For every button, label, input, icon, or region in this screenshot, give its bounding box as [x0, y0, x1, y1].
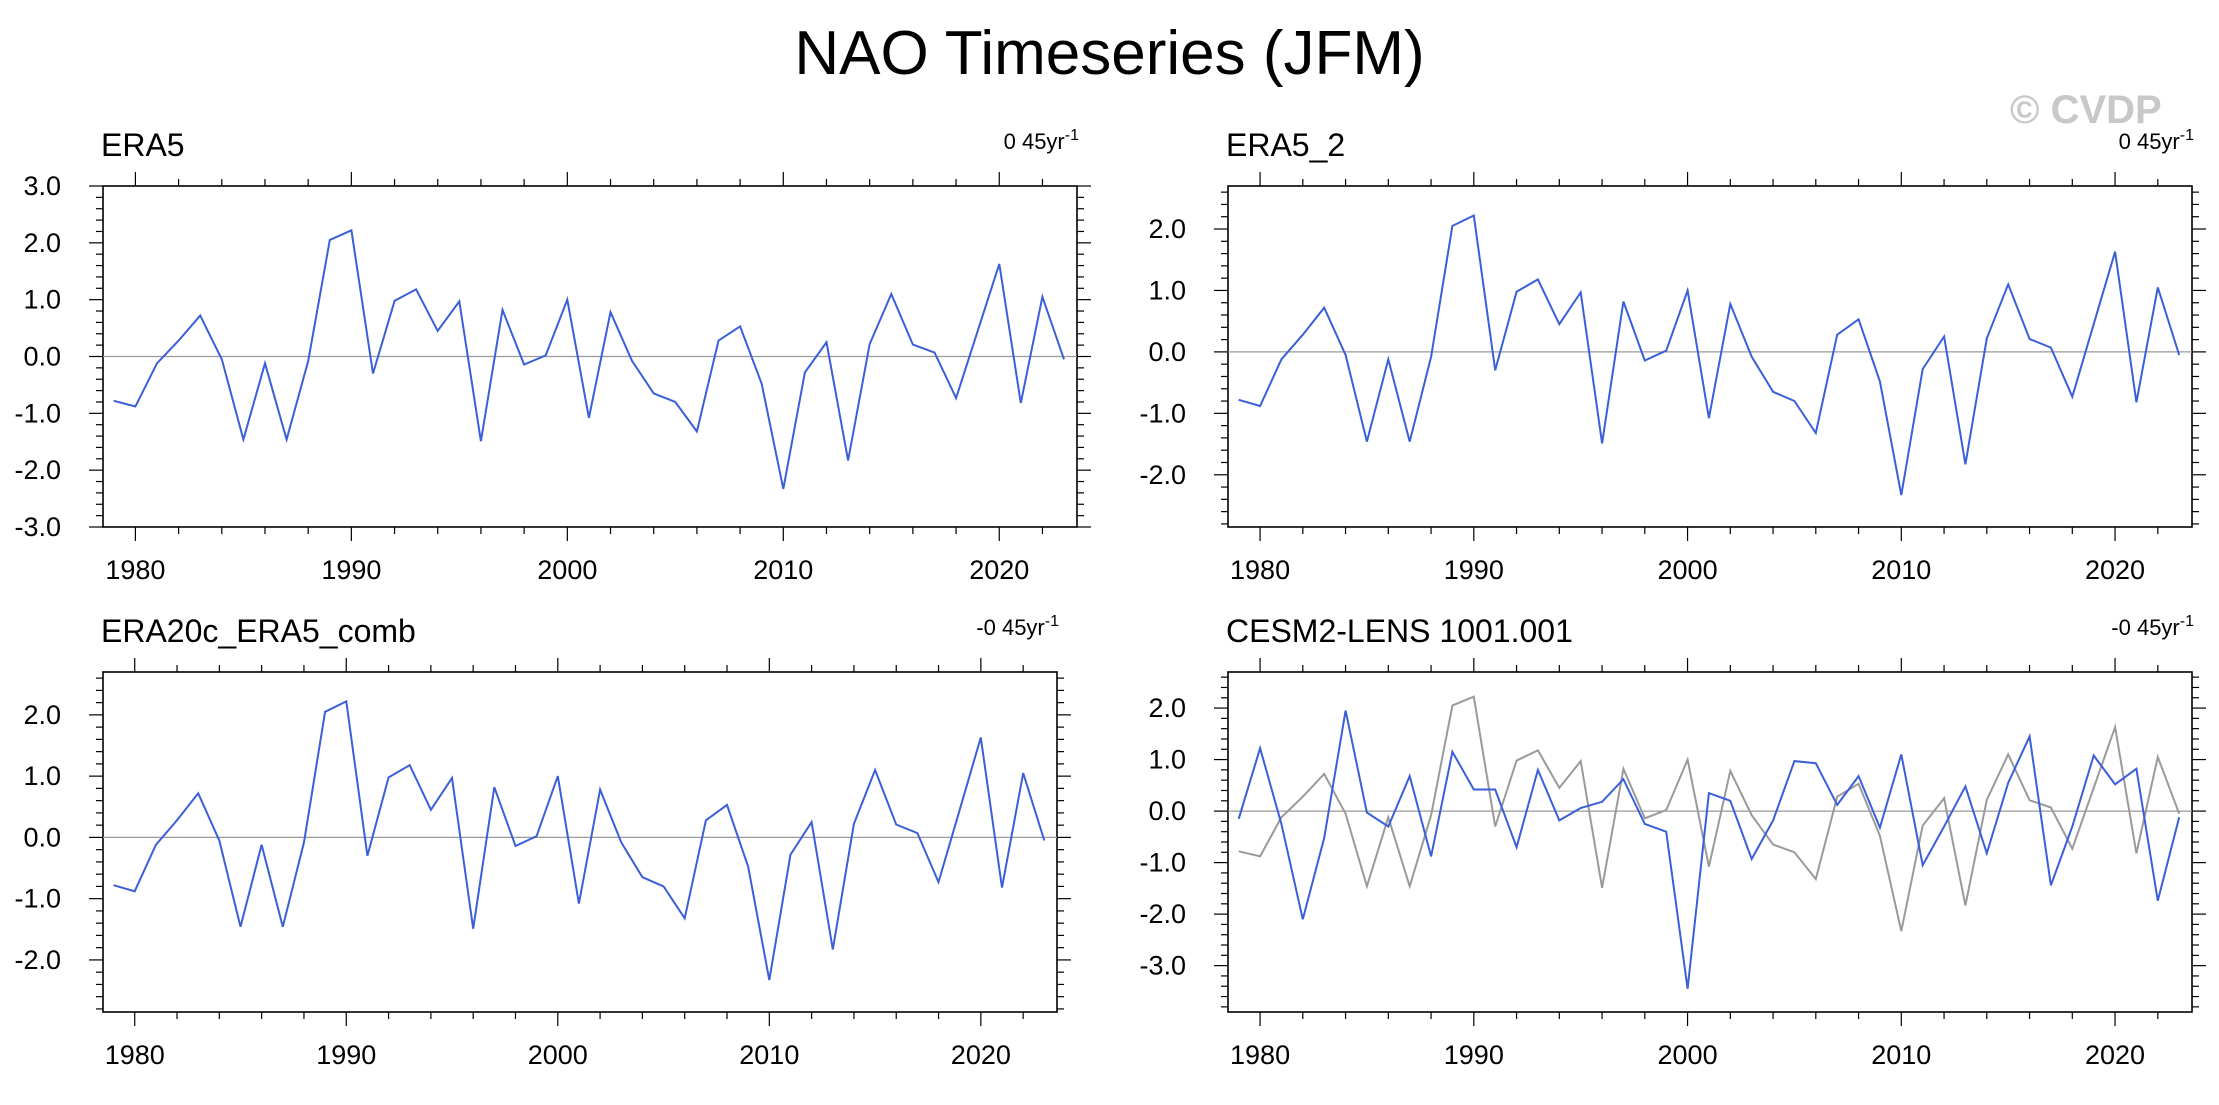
series-line — [113, 699, 1046, 981]
x-tick-label: 2020 — [2085, 1040, 2145, 1070]
x-tick-label: 1990 — [321, 555, 381, 585]
y-tick-label: -1.0 — [1139, 398, 1186, 428]
series-line — [1238, 695, 2181, 932]
x-tick-label: 2010 — [753, 555, 813, 585]
y-tick-label: -3.0 — [14, 512, 61, 542]
x-tick-label: 2020 — [951, 1040, 1011, 1070]
cvdp-watermark: © CVDP — [2010, 88, 2162, 132]
x-tick-label: 1980 — [1230, 555, 1290, 585]
panel-1: 1980 1990 2000 2010 2020 -3.0 -2.0 -1.0 0.0 1.0 2.… — [14, 127, 1091, 585]
y-tick-label: 1.0 — [23, 285, 61, 315]
y-tick-label: 2.0 — [23, 228, 61, 258]
y-tick-label: 0.0 — [23, 822, 61, 852]
y-tick-label: -1.0 — [14, 884, 61, 914]
y-tick-label: 3.0 — [23, 171, 61, 201]
x-tick-label: 2010 — [739, 1040, 799, 1070]
panel-title: ERA5 — [101, 127, 185, 163]
x-tick-label: 2000 — [1658, 1040, 1718, 1070]
x-tick-label: 1990 — [1444, 1040, 1504, 1070]
y-tick-label: 0.0 — [1148, 796, 1186, 826]
y-tick-label: 1.0 — [1148, 275, 1186, 305]
x-tick-label: 2010 — [1871, 555, 1931, 585]
trend-label: -0 45yr-1 — [976, 613, 1059, 640]
x-tick-label: 1980 — [105, 1040, 165, 1070]
y-tick-label: 0.0 — [1148, 337, 1186, 367]
y-tick-label: 2.0 — [1148, 214, 1186, 244]
panel-title: CESM2-LENS 1001.001 — [1226, 613, 1573, 649]
plot-frame — [1227, 671, 2193, 1013]
y-tick-label: 2.0 — [23, 700, 61, 730]
y-tick-label: 1.0 — [23, 761, 61, 791]
x-tick-label: 1980 — [105, 555, 165, 585]
figure-title: NAO Timeseries (JFM) — [794, 19, 1425, 88]
y-tick-label: -3.0 — [1139, 951, 1186, 981]
trend-label: -0 45yr-1 — [2111, 613, 2194, 640]
x-tick-label: 2000 — [537, 555, 597, 585]
panel-3: 1980 1990 2000 2010 2020 -2.0 -1.0 0.0 1.0 2.0 ERA… — [14, 613, 1071, 1070]
y-tick-label: 2.0 — [1148, 693, 1186, 723]
trend-label: 0 45yr-1 — [2119, 127, 2194, 154]
series-line — [1238, 213, 2181, 496]
series-line — [1237, 710, 2181, 989]
panel-4: 1980 1990 2000 2010 2020 -3.0 -2.0 -1.0 0.0 1.0 2.… — [1139, 613, 2206, 1070]
plot-frame — [102, 671, 1058, 1013]
y-tick-label: 0.0 — [23, 342, 61, 372]
panel-title: ERA5_2 — [1226, 127, 1345, 163]
y-tick-label: -2.0 — [14, 945, 61, 975]
y-tick-label: -1.0 — [1139, 848, 1186, 878]
y-tick-label: -2.0 — [1139, 899, 1186, 929]
x-tick-label: 1990 — [316, 1040, 376, 1070]
x-tick-label: 2000 — [1658, 555, 1718, 585]
series-line — [113, 228, 1065, 490]
x-tick-label: 2010 — [1871, 1040, 1931, 1070]
plot-frame — [1227, 185, 2193, 528]
y-tick-label: 1.0 — [1148, 745, 1186, 775]
x-tick-label: 2020 — [969, 555, 1029, 585]
x-tick-label: 2000 — [528, 1040, 588, 1070]
x-tick-label: 2020 — [2085, 555, 2145, 585]
y-tick-label: -1.0 — [14, 398, 61, 428]
panel-2: 1980 1990 2000 2010 2020 -2.0 -1.0 0.0 1.0 2.0 ERA… — [1139, 127, 2206, 585]
panel-title: ERA20c_ERA5_comb — [101, 613, 416, 649]
x-tick-label: 1980 — [1230, 1040, 1290, 1070]
y-tick-label: -2.0 — [1139, 460, 1186, 490]
trend-label: 0 45yr-1 — [1004, 127, 1079, 154]
y-tick-label: -2.0 — [14, 455, 61, 485]
x-tick-label: 1990 — [1444, 555, 1504, 585]
